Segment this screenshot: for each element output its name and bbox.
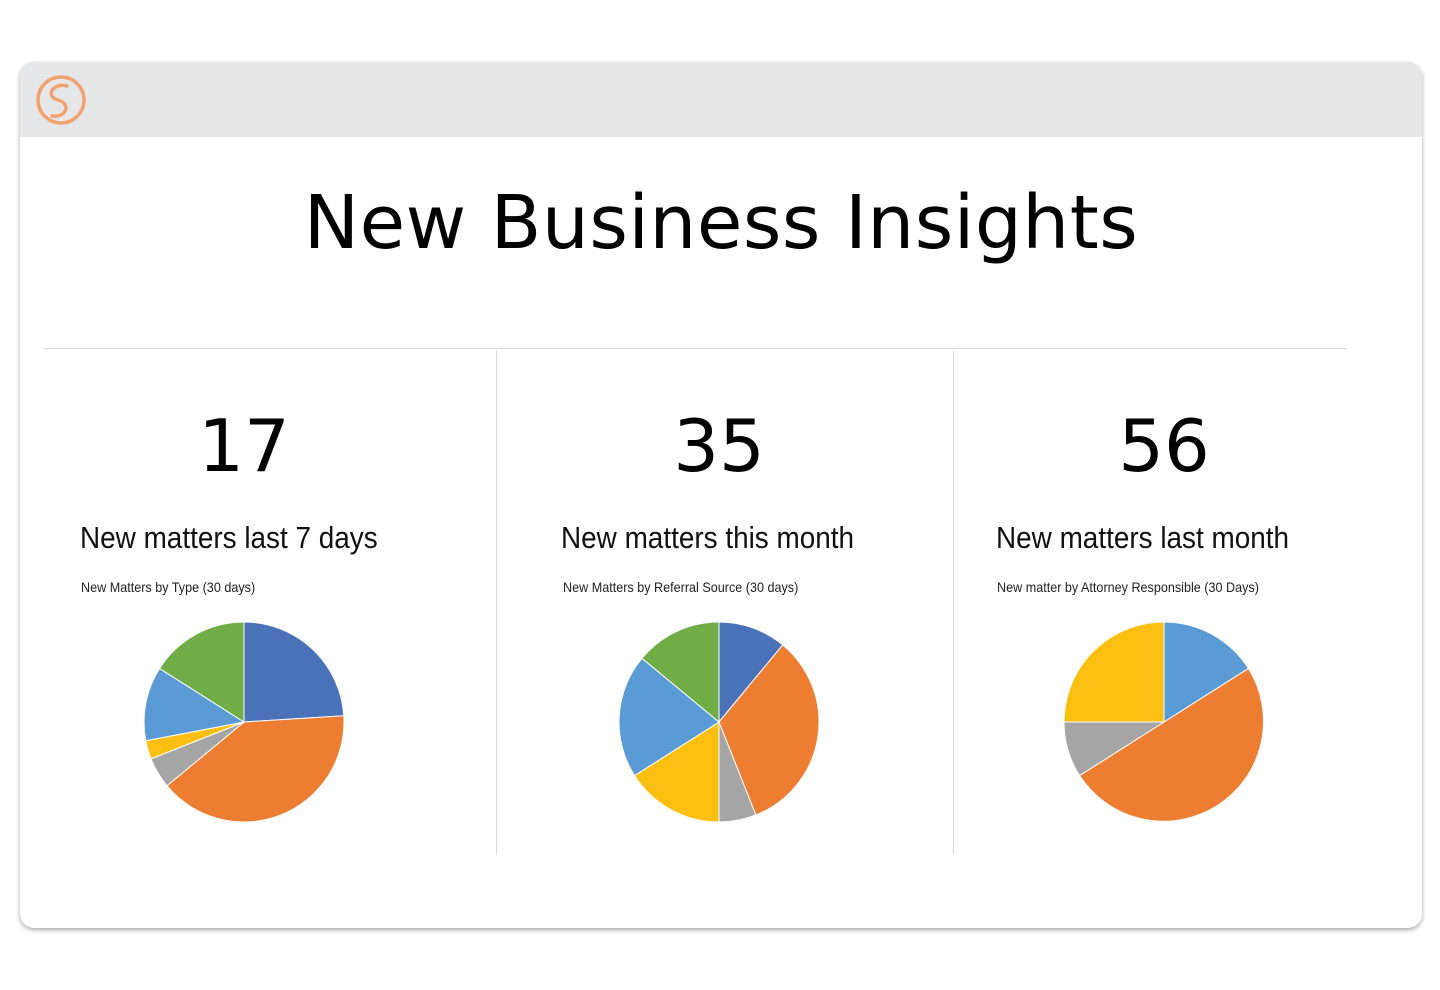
kpi-label: New matters last 7 days [80,520,378,555]
pie-slice-5 [641,621,720,724]
pie-slice-0 [1163,621,1250,723]
chart-title: New matter by Attorney Responsible (30 D… [997,579,1259,595]
kpi-value: 35 [673,404,765,488]
panel-divider [496,350,497,854]
pie-chart-type [143,621,345,823]
brand-logo-icon[interactable] [34,74,88,126]
kpi-value: 17 [198,404,290,488]
title-bar [20,62,1422,137]
panel-divider [953,350,954,854]
dashboard-window: New Business Insights 17 New matters las… [20,62,1422,928]
pie-slice-3 [633,721,720,823]
kpi-label: New matters this month [561,520,855,555]
pie-slice-3 [1063,621,1165,723]
pie-slice-1 [718,644,820,816]
pie-slice-4 [618,657,720,777]
pie-chart-attorney [1063,621,1265,822]
chart-title: New Matters by Type (30 days) [81,579,256,595]
kpi-value: 56 [1118,404,1210,488]
page-title: New Business Insights [303,180,1139,266]
pie-slice-4 [143,667,246,742]
pie-slice-0 [243,621,345,723]
pie-chart-referral [618,621,820,823]
section-divider [44,348,1346,349]
pie-slice-0 [718,621,784,724]
pie-slice-1 [166,715,345,823]
kpi-label: New matters last month [996,520,1290,555]
kpi-panel-this-month: 35 New matters this month New Matters by… [497,350,953,854]
chart-title: New Matters by Referral Source (30 days) [563,579,799,595]
kpi-panel-last-month: 56 New matters last month New matter by … [954,350,1374,854]
kpi-panel-7-days: 17 New matters last 7 days New Matters b… [44,350,496,854]
pie-slice-5 [158,621,245,723]
pie-slice-1 [1078,667,1265,822]
